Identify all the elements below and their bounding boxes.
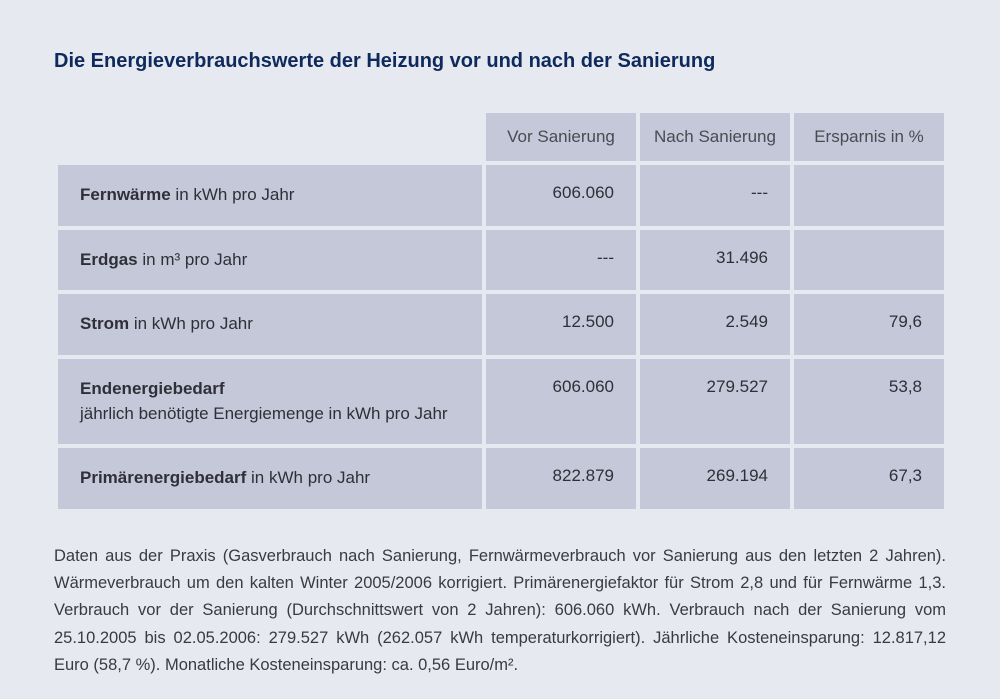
table-row: Endenergiebedarf jährlich benötigte Energ… — [58, 359, 944, 444]
row-label-rest: in kWh pro Jahr — [246, 468, 370, 487]
cell-before: --- — [486, 230, 636, 291]
table-row: Strom in kWh pro Jahr12.5002.54979,6 — [58, 294, 944, 355]
cell-after: 279.527 — [640, 359, 790, 444]
cell-after: 2.549 — [640, 294, 790, 355]
row-label: Strom in kWh pro Jahr — [58, 294, 482, 355]
row-label-bold: Primärenergiebedarf — [80, 468, 246, 487]
table-header-row: Vor Sanierung Nach Sanierung Ersparnis i… — [58, 113, 944, 161]
row-label-rest: in kWh pro Jahr — [171, 185, 295, 204]
row-label: Fernwärme in kWh pro Jahr — [58, 165, 482, 226]
table-row: Fernwärme in kWh pro Jahr606.060--- — [58, 165, 944, 226]
row-label-sub: jährlich benötigte Energiemenge in kWh p… — [80, 404, 448, 423]
row-label: Erdgas in m³ pro Jahr — [58, 230, 482, 291]
row-label: Primärenergiebedarf in kWh pro Jahr — [58, 448, 482, 509]
row-label: Endenergiebedarf jährlich benötigte Energ… — [58, 359, 482, 444]
header-savings: Ersparnis in % — [794, 113, 944, 161]
row-label-bold: Fernwärme — [80, 185, 171, 204]
cell-savings: 53,8 — [794, 359, 944, 444]
cell-after: 269.194 — [640, 448, 790, 509]
table-row: Primärenergiebedarf in kWh pro Jahr822.8… — [58, 448, 944, 509]
cell-before: 822.879 — [486, 448, 636, 509]
page-title: Die Energieverbrauchswerte der Heizung v… — [54, 50, 946, 73]
row-label-bold: Strom — [80, 314, 129, 333]
header-after: Nach Sanierung — [640, 113, 790, 161]
cell-before: 606.060 — [486, 165, 636, 226]
cell-before: 12.500 — [486, 294, 636, 355]
energy-table: Vor Sanierung Nach Sanierung Ersparnis i… — [54, 109, 948, 513]
header-before: Vor Sanierung — [486, 113, 636, 161]
header-empty — [58, 113, 482, 161]
row-label-bold: Endenergiebedarf — [80, 379, 225, 398]
row-label-rest: in kWh pro Jahr — [129, 314, 253, 333]
footnote-text: Daten aus der Praxis (Gasverbrauch nach … — [54, 543, 946, 679]
cell-after: 31.496 — [640, 230, 790, 291]
cell-savings: 79,6 — [794, 294, 944, 355]
cell-after: --- — [640, 165, 790, 226]
cell-before: 606.060 — [486, 359, 636, 444]
cell-savings: 67,3 — [794, 448, 944, 509]
row-label-bold: Erdgas — [80, 250, 138, 269]
row-label-rest: in m³ pro Jahr — [138, 250, 248, 269]
table-row: Erdgas in m³ pro Jahr---31.496 — [58, 230, 944, 291]
cell-savings — [794, 165, 944, 226]
cell-savings — [794, 230, 944, 291]
